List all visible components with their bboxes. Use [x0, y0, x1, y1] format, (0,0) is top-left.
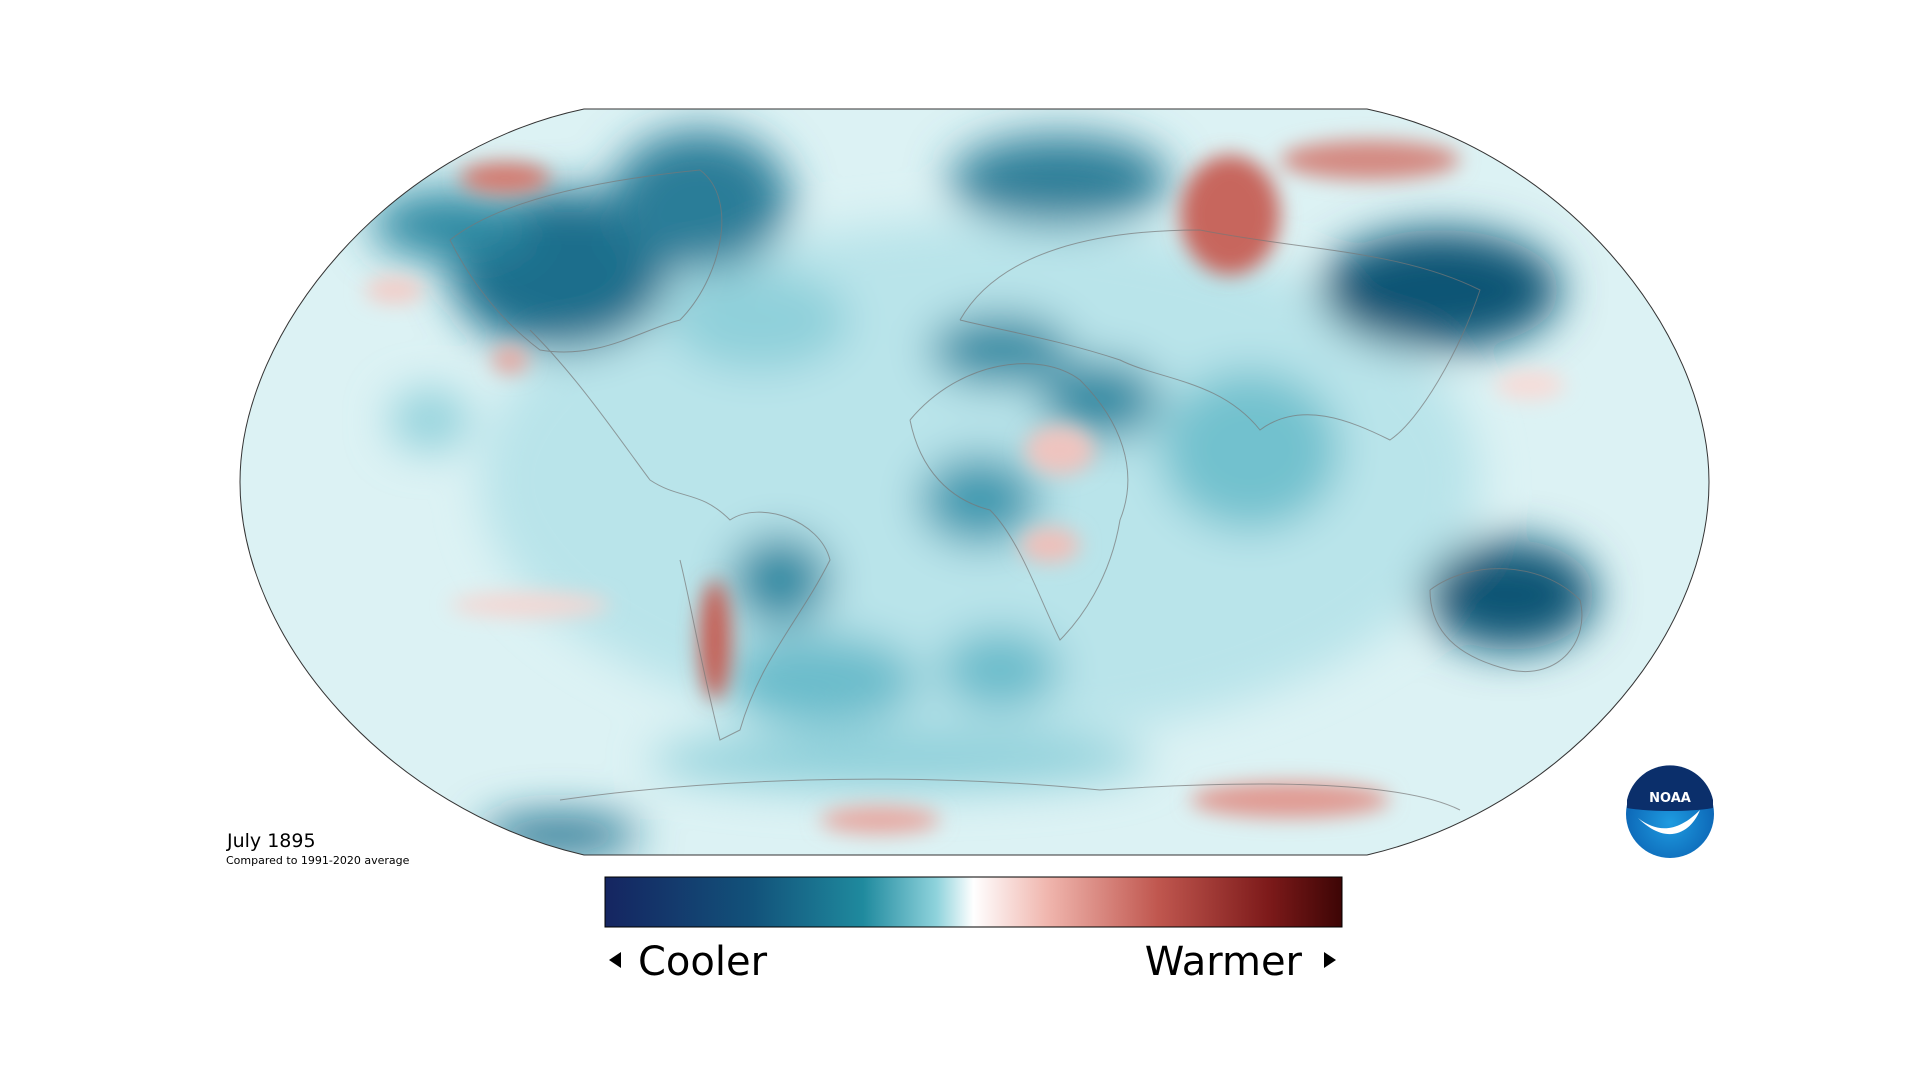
- logo-text: NOAA: [1649, 791, 1691, 806]
- color-bar: [604, 876, 1343, 928]
- legend-high-label: Warmer: [1145, 939, 1303, 985]
- map-outline: [239, 108, 1710, 856]
- arrow-left: [609, 952, 621, 968]
- arrow-right: [1324, 952, 1336, 968]
- noaa-logo: NOAA: [1626, 765, 1714, 858]
- anomaly-map: [240, 109, 1709, 855]
- map-title: July 1895: [226, 830, 316, 852]
- map-subtitle: Compared to 1991-2020 average: [226, 854, 410, 867]
- legend-low-label: Cooler: [638, 939, 768, 985]
